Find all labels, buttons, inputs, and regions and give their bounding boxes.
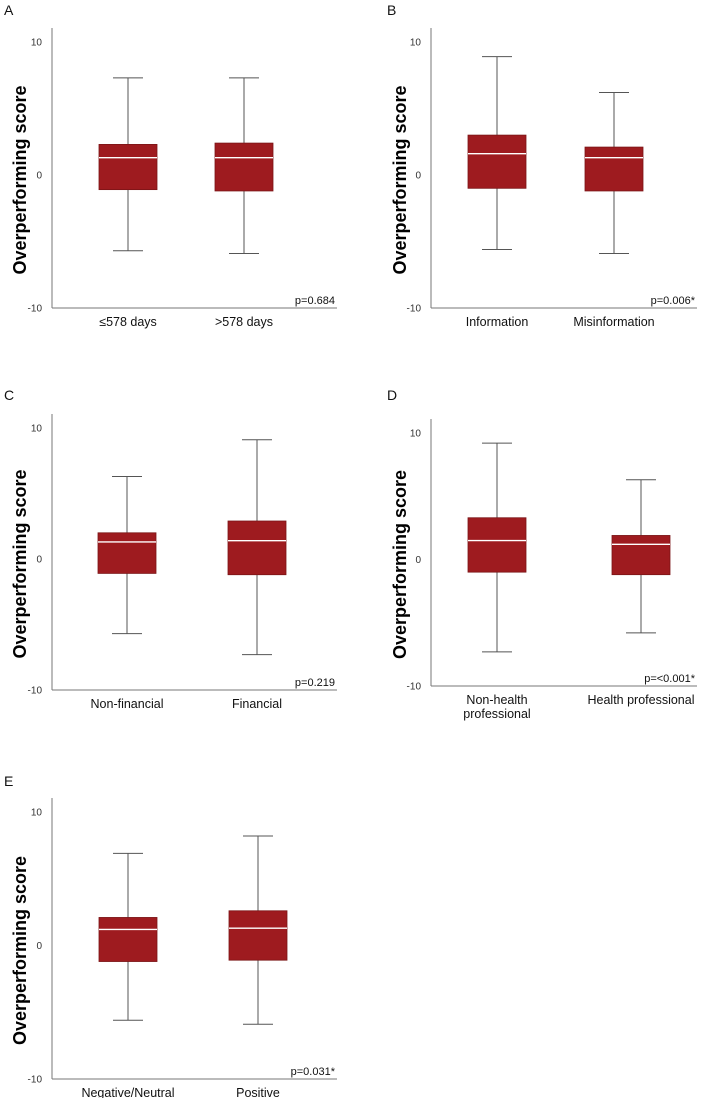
iqr-box	[228, 910, 288, 961]
box-2	[584, 92, 644, 254]
y-axis-label: Overperforming score	[390, 470, 410, 659]
y-tick-label: 10	[410, 38, 422, 49]
x-category-label: Non-health	[466, 693, 527, 707]
panel-letter: B	[387, 2, 396, 18]
y-tick-label: 10	[410, 429, 422, 440]
x-category-label: ≤578 days	[99, 315, 157, 329]
panel-letter: D	[387, 387, 397, 403]
y-tick-label: -10	[407, 304, 422, 315]
iqr-box	[227, 520, 287, 576]
y-axis-label: Overperforming score	[10, 469, 30, 658]
iqr-box	[467, 517, 527, 573]
iqr-box	[584, 146, 644, 192]
box-1	[98, 77, 158, 252]
panel-c: C -10 0 10 Overperforming score Non-financial…	[4, 387, 337, 711]
x-category-label: Non-financial	[91, 697, 164, 711]
box-2	[214, 77, 274, 254]
box-2	[228, 835, 288, 1025]
panel-b: B -10 0 10 Overperforming score Information Mi…	[387, 2, 697, 329]
x-category-label: professional	[463, 707, 530, 721]
iqr-box	[611, 535, 671, 576]
p-value-label: p=<0.001*	[644, 673, 695, 685]
y-axis-label: Overperforming score	[390, 85, 410, 274]
x-category-label: Financial	[232, 697, 282, 711]
p-value-label: p=0.031*	[291, 1066, 336, 1078]
y-tick-label: 10	[31, 424, 43, 435]
p-value-label: p=0.219	[295, 677, 335, 689]
y-tick-label: -10	[407, 682, 422, 693]
panel-letter: A	[4, 2, 14, 18]
box-1	[98, 852, 158, 1021]
p-value-label: p=0.684	[295, 295, 335, 307]
iqr-box	[97, 532, 157, 574]
y-tick-label: 0	[36, 941, 42, 952]
box-1	[467, 56, 527, 250]
box-1	[97, 475, 157, 635]
panel-a: A -10 0 10 Overperforming score ≤578 days >578…	[4, 2, 337, 329]
y-tick-label: 0	[415, 555, 421, 566]
p-value-label: p=0.006*	[651, 295, 696, 307]
y-tick-label: 0	[36, 555, 42, 566]
x-category-label: Health professional	[587, 693, 694, 707]
box-1	[467, 442, 527, 653]
panel-letter: C	[4, 387, 14, 403]
panel-e: E -10 0 10 Overperforming score Negative/Neut…	[4, 773, 337, 1098]
y-tick-label: -10	[28, 304, 43, 315]
x-category-label: Misinformation	[573, 315, 654, 329]
panel-d: D -10 0 10 Overperforming score Non-healthpro…	[387, 387, 697, 721]
y-axis-label: Overperforming score	[10, 856, 30, 1045]
x-category-label: Negative/Neutral	[81, 1086, 174, 1098]
x-category-label: >578 days	[215, 315, 273, 329]
y-tick-label: 0	[415, 171, 421, 182]
x-category-label: Positive	[236, 1086, 280, 1098]
y-tick-label: 10	[31, 38, 43, 49]
iqr-box	[467, 134, 527, 189]
iqr-box	[98, 917, 158, 962]
y-tick-label: -10	[28, 686, 43, 697]
box-2	[611, 479, 671, 634]
y-tick-label: 10	[31, 808, 43, 819]
x-category-label: Information	[466, 315, 529, 329]
iqr-box	[214, 142, 274, 192]
y-axis-label: Overperforming score	[10, 85, 30, 274]
panel-letter: E	[4, 773, 13, 789]
iqr-box	[98, 144, 158, 191]
box-2	[227, 439, 287, 656]
y-tick-label: -10	[28, 1075, 43, 1086]
y-tick-label: 0	[36, 171, 42, 182]
